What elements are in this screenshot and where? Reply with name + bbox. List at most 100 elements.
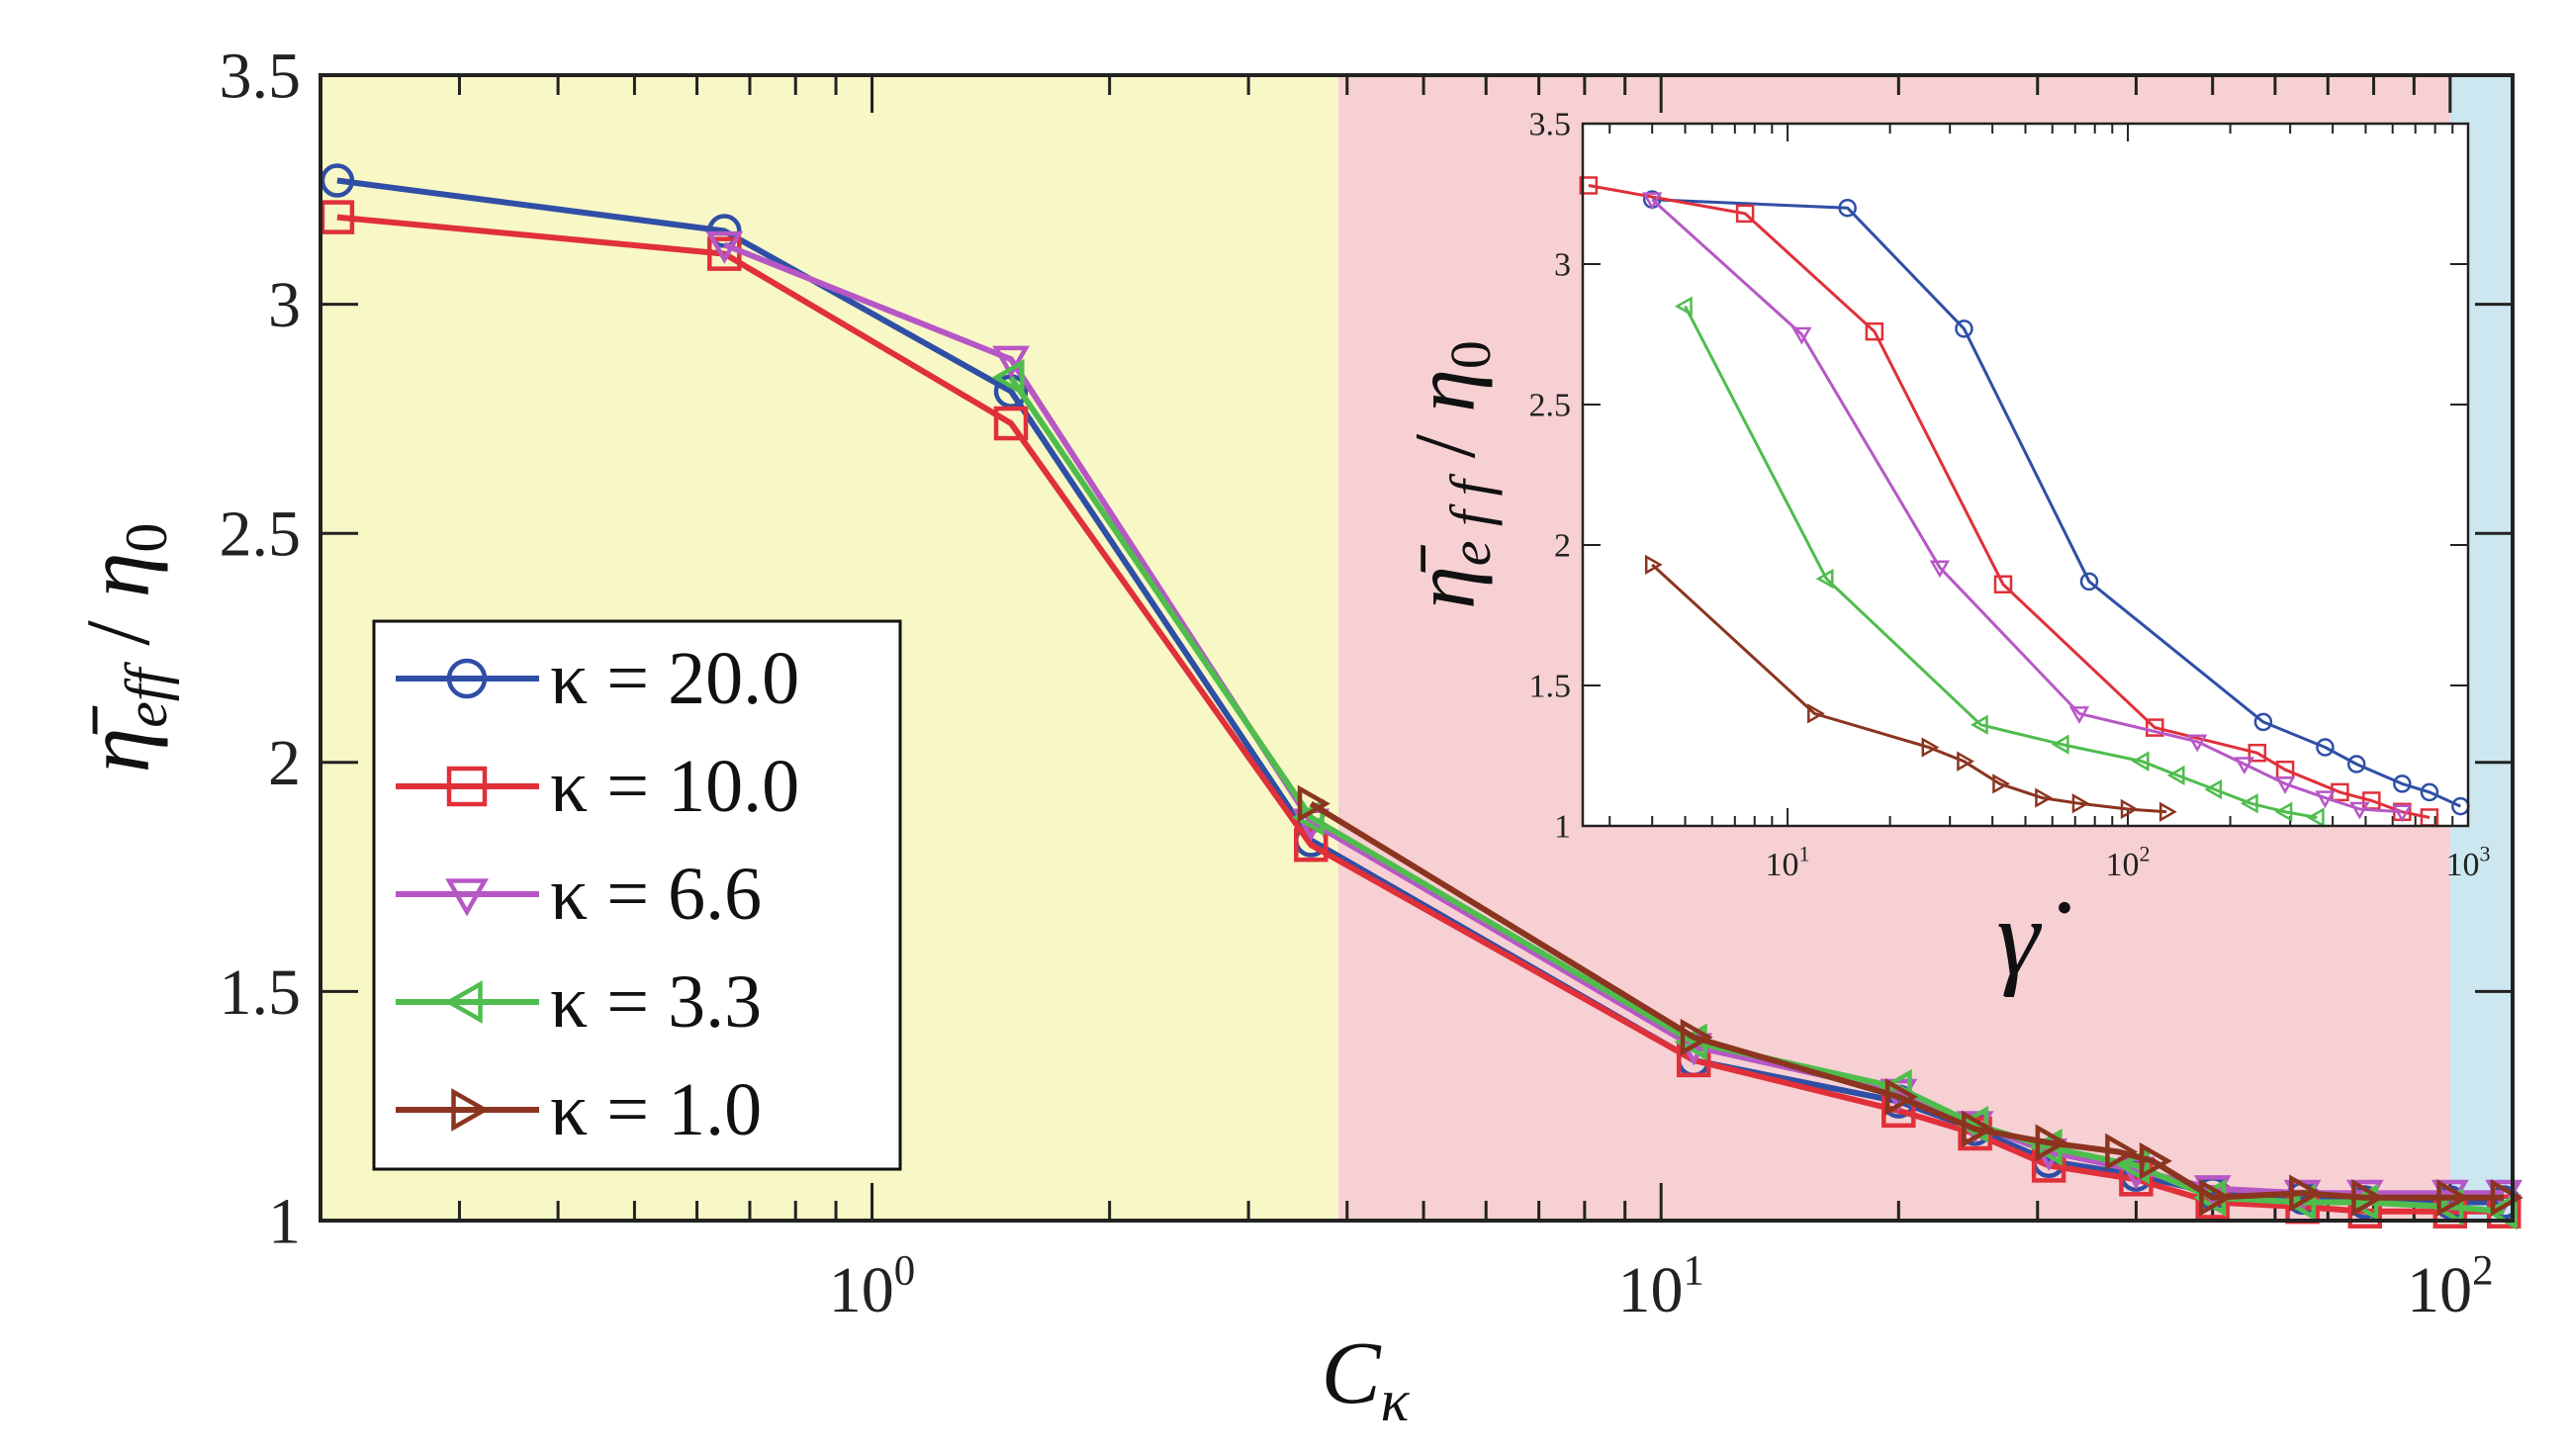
main-y-tick-label-3: 3 (268, 269, 301, 341)
inset-data-point (2187, 734, 2208, 753)
main-data-point (993, 406, 1029, 441)
legend: κ = 20.0 κ = 10.0 κ = 6.6 κ = 3.3 κ = 1.0 (372, 619, 902, 1171)
inset-data-point (1642, 192, 1663, 211)
legend-entry-6p6: κ = 6.6 (396, 853, 762, 936)
main-axes-frame (319, 73, 2515, 1223)
main-data-point (991, 358, 1025, 397)
inset-data-point (2204, 778, 2223, 800)
inset-data-point (1921, 737, 1940, 758)
inset-data-point (2234, 757, 2254, 775)
main-data-point (1962, 1110, 1995, 1148)
inset-y-tick-label-1: 1 (1554, 809, 1571, 846)
inset-series-6p6 (1642, 192, 2413, 823)
main-data-point (2436, 1178, 2470, 1217)
inset-series-1p0 (1644, 554, 2177, 822)
main-data-point (1294, 827, 1329, 863)
main-y-tick-label-1: 1 (268, 1185, 301, 1257)
legend-entry-1p0: κ = 1.0 (396, 1068, 762, 1151)
inset-data-point (2068, 706, 2090, 724)
inset-x-tick-label-10e2: 102 (2106, 842, 2151, 883)
main-data-point (2289, 1174, 2323, 1213)
inset-data-point (2247, 743, 2267, 763)
main-data-point (707, 236, 742, 271)
inset-data-point (2274, 801, 2293, 822)
inset-y-tick-label-2p5: 2.5 (1529, 388, 1572, 424)
inset-data-point (2346, 755, 2366, 774)
legend-marker-icon (451, 1088, 490, 1132)
inset-data-point (1929, 560, 1951, 579)
inset-data-point (1971, 714, 1988, 735)
main-y-tick-label-3p5: 3.5 (220, 40, 302, 112)
main-data-point (1680, 1018, 1713, 1056)
main-data-point (2139, 1141, 2172, 1180)
inset-x-tick-label-10e3: 103 (2445, 842, 2490, 883)
inset-series-line (1652, 198, 2461, 808)
inset-data-point (2316, 738, 2335, 757)
inset-data-point (1675, 296, 1693, 317)
main-x-tick-label-10e1: 101 (1617, 1247, 1703, 1326)
main-data-point (1884, 1078, 1918, 1116)
main-data-point (2351, 1178, 2385, 1217)
inset-data-point (2146, 718, 2164, 737)
inset-data-point (2035, 787, 2053, 808)
inset-data-point (2071, 793, 2090, 814)
inset-data-point (2240, 793, 2258, 814)
main-data-point (1291, 798, 1325, 837)
inset-data-point (2315, 790, 2336, 809)
inset-data-point (1815, 568, 1834, 590)
inset-series-line (1588, 184, 2430, 819)
inset-data-point (2420, 782, 2439, 802)
inset-data-point (1838, 198, 1857, 218)
inset-x-tick-label-10e1: 101 (1766, 842, 1810, 883)
inset-series-line (1651, 563, 2167, 814)
inset-data-point (2393, 774, 2412, 793)
inset-data-point (2253, 712, 2273, 732)
main-x-tick-label-10e2: 102 (2407, 1247, 2493, 1326)
inset-data-point (2131, 751, 2150, 772)
inset-data-point (2392, 804, 2413, 823)
inset-data-point (1644, 554, 1663, 576)
inset-data-point (2158, 801, 2177, 822)
main-data-point (2035, 1124, 2068, 1162)
main-data-point (1297, 784, 1330, 823)
main-data-point (2490, 1178, 2523, 1217)
legend-label: κ = 1.0 (550, 1068, 762, 1151)
inset-data-point (1807, 703, 1825, 724)
legend-entry-10p0: κ = 10.0 (396, 745, 799, 828)
main-data-point (705, 230, 744, 264)
inset-data-point (1992, 774, 2010, 794)
inset-axes-frame (1581, 122, 2470, 828)
inset-series-line (1651, 198, 2403, 814)
legend-marker-icon (446, 766, 488, 807)
main-y-axis-label: η̄eff / η0 (67, 523, 179, 774)
inset-data-point (2051, 734, 2069, 755)
main-y-tick-label-2p5: 2.5 (220, 499, 302, 571)
legend-label: κ = 6.6 (550, 853, 762, 936)
inset-data-point (1955, 319, 1973, 338)
main-data-point (992, 345, 1030, 379)
legend-entry-20p0: κ = 20.0 (396, 637, 799, 720)
inset-series-3p3 (1675, 296, 2325, 828)
main-data-point (2199, 1178, 2233, 1217)
inset-plot-area (1583, 124, 2468, 826)
inset-data-point (2306, 807, 2325, 828)
legend-entry-3p3: κ = 3.3 (396, 960, 762, 1044)
legend-label: κ = 20.0 (550, 637, 799, 720)
main-data-point (2105, 1133, 2139, 1171)
inset-data-point (1993, 575, 2013, 594)
inset-data-point (2166, 765, 2185, 786)
inset-y-axis-label: η̄e f f / η0 (1398, 340, 1503, 609)
inset-data-point (2120, 798, 2139, 820)
legend-marker-icon (445, 878, 489, 917)
legend-label: κ = 3.3 (550, 960, 762, 1044)
legend-marker-icon (446, 658, 488, 699)
inset-data-point (1865, 321, 1884, 341)
inset-series-line (1684, 305, 2318, 819)
main-series-1p0 (1297, 784, 2523, 1217)
legend-marker-icon (444, 980, 483, 1024)
inset-data-point (1735, 204, 1755, 224)
inset-data-point (2349, 801, 2370, 820)
inset-data-point (1791, 326, 1812, 345)
